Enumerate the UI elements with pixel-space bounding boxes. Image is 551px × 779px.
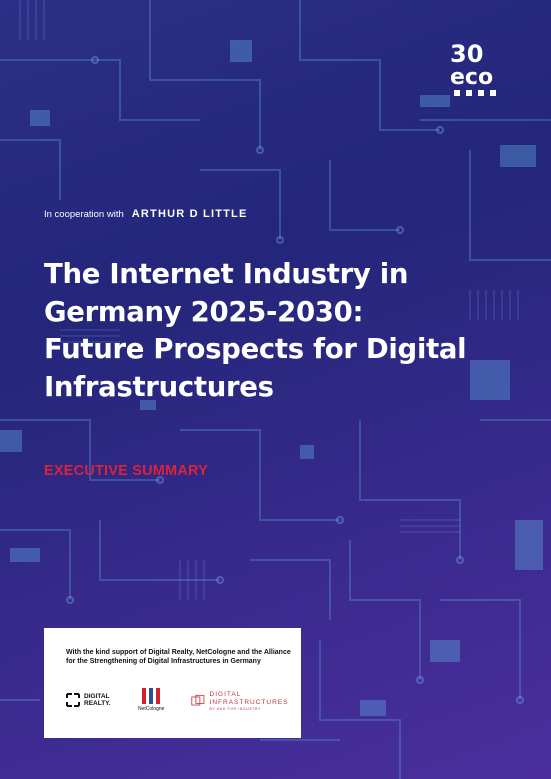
arthur-d-little-logo: ARTHUR D LITTLE xyxy=(131,208,248,220)
cooperation-line: In cooperation with ARTHUR D LITTLE xyxy=(44,208,248,220)
title-line: Germany 2025-2030: xyxy=(44,295,364,328)
report-title: The Internet Industry in Germany 2025-20… xyxy=(44,256,514,406)
eco-30-logo: 30 eco xyxy=(446,40,510,100)
support-box: With the kind support of Digital Realty,… xyxy=(44,628,301,738)
executive-summary-label: EXECUTIVE SUMMARY xyxy=(44,463,208,479)
eco-number: 30 xyxy=(450,40,483,68)
digital-realty-icon xyxy=(66,693,80,707)
digital-realty-logo: DIGITAL REALTY. xyxy=(66,693,120,707)
netcologne-icon xyxy=(142,688,161,704)
title-line: Future Prospects for Digital xyxy=(44,333,467,365)
title-line: Infrastructures xyxy=(44,370,274,403)
digital-realty-label: DIGITAL REALTY. xyxy=(84,693,111,707)
digital-infrastructures-icon xyxy=(191,694,205,706)
digital-infrastructures-logo: DIGITAL INFRASTRUCTURES BY AND FOR INDUS… xyxy=(191,691,301,711)
cooperation-prefix: In cooperation with xyxy=(44,208,124,220)
netcologne-label: NetCologne xyxy=(138,706,165,712)
support-text: With the kind support of Digital Realty,… xyxy=(66,649,291,665)
eco-wordmark: eco xyxy=(450,65,493,90)
digital-infrastructures-tagline: BY AND FOR INDUSTRY xyxy=(209,707,261,711)
title-line: The Internet Industry in xyxy=(44,258,409,290)
netcologne-logo: NetCologne xyxy=(138,688,164,712)
digital-infrastructures-label: DIGITAL INFRASTRUCTURES xyxy=(209,691,289,706)
